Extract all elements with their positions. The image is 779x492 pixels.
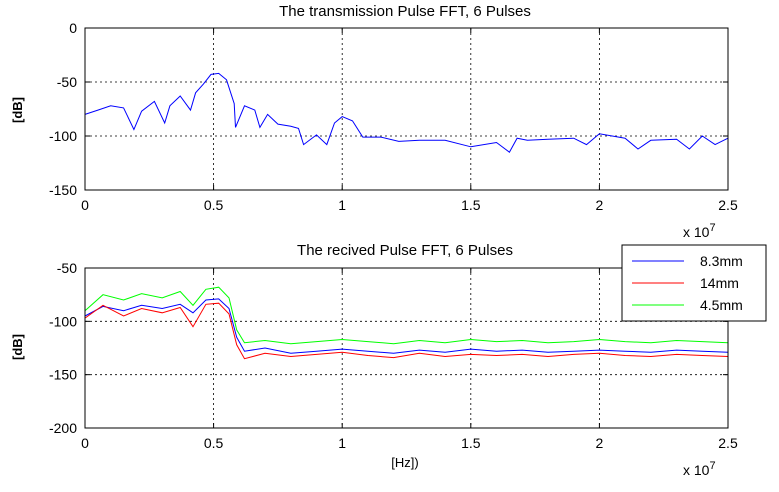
x-tick-label: 0 [81,435,89,451]
series-group [84,286,729,360]
grid-lines [85,268,728,428]
y-tick-label: -100 [49,128,77,144]
x-exponent-label: x 107 [683,222,716,240]
tick-labels: 0 0.5 1 1.5 2 2.5 -150 -100 -50 0 [49,20,738,213]
x-exponent-power: 7 [709,222,715,234]
x-tick-label: 1 [338,435,346,451]
series-line-4-5mm [84,286,729,345]
x-axis-label: [Hz]) [391,455,418,470]
y-tick-label: 0 [69,20,77,36]
axes-frame [84,267,729,429]
y-tick-label: -50 [57,260,77,276]
series-line-8-3mm [84,298,729,354]
x-tick-label: 0.5 [204,435,224,451]
tick-labels: 0 0.5 1 1.5 2 2.5 -200 -150 -100 -50 [49,260,738,451]
x-tick-label: 2 [596,435,604,451]
series-group [84,72,729,153]
x-tick-label: 1.5 [461,435,481,451]
y-tick-label: -200 [49,420,77,436]
series-line-1 [84,72,729,153]
x-exponent-base: x 10 [683,224,710,240]
y-axis-label: [dB] [10,97,25,123]
axes-frame [84,27,729,191]
x-tick-label: 0 [81,197,89,213]
x-exponent-power: 7 [709,460,715,472]
x-exponent-base: x 10 [683,462,710,478]
x-tick-label: 2 [596,197,604,213]
legend-label-14mm: 14mm [700,275,739,291]
x-exponent-label: x 107 [683,460,716,478]
series-line-14mm [84,302,729,360]
y-tick-label: -100 [49,313,77,329]
y-axis-label: [dB] [10,334,25,360]
chart-title: The recived Pulse FFT, 6 Pulses [297,242,513,259]
grid-lines [85,28,728,190]
x-tick-label: 0.5 [204,197,224,213]
legend-label-4-5mm: 4.5mm [700,297,743,313]
legend: 8.3mm 14mm 4.5mm [621,244,767,322]
chart-transmission-fft: The transmission Pulse FFT, 6 Pulses 0 0.… [10,3,738,240]
legend-label-8-3mm: 8.3mm [700,253,743,269]
x-tick-label: 1 [338,197,346,213]
chart-title: The transmission Pulse FFT, 6 Pulses [279,3,531,20]
y-tick-label: -150 [49,367,77,383]
y-tick-label: -150 [49,182,77,198]
x-tick-label: 2.5 [718,197,738,213]
x-tick-label: 1.5 [461,197,481,213]
y-tick-label: -50 [57,74,77,90]
chart-received-fft: The recived Pulse FFT, 6 Pulses 0 0.5 1 1.5… [10,242,767,478]
x-tick-label: 2.5 [718,435,738,451]
